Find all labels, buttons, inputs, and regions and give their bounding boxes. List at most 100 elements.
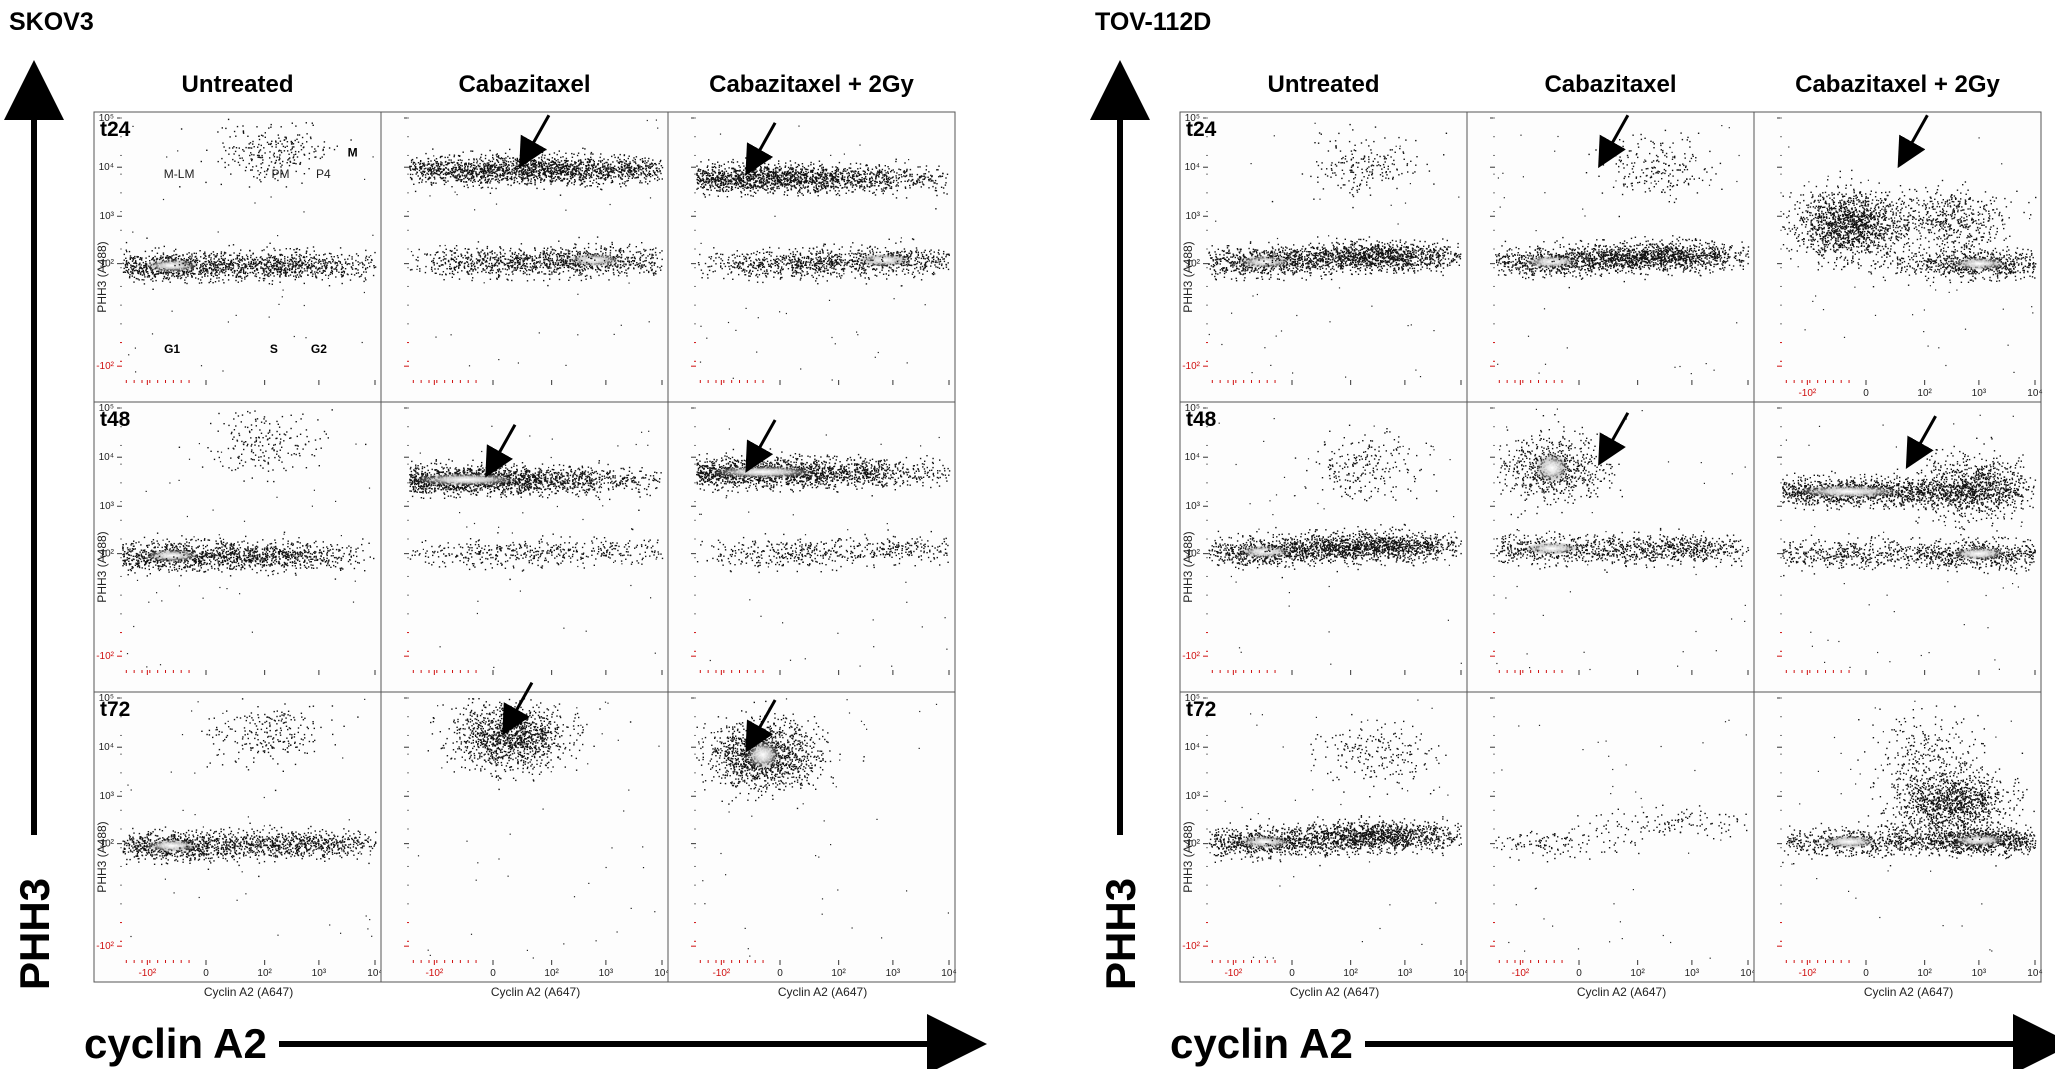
data-point xyxy=(167,278,170,281)
data-point xyxy=(427,173,429,175)
data-point xyxy=(467,168,469,171)
data-point xyxy=(623,164,625,167)
data-point xyxy=(139,266,141,268)
data-point xyxy=(632,176,634,178)
data-point xyxy=(651,265,653,267)
data-point xyxy=(322,262,325,264)
data-point xyxy=(214,261,216,264)
data-point xyxy=(484,165,487,167)
data-point xyxy=(273,173,275,176)
data-point xyxy=(278,156,281,158)
data-point xyxy=(472,269,474,271)
data-point xyxy=(558,167,560,169)
data-point xyxy=(298,255,300,258)
data-point xyxy=(645,259,647,262)
data-point xyxy=(223,269,225,271)
data-point xyxy=(132,271,134,273)
data-point xyxy=(637,167,640,170)
data-point xyxy=(563,170,566,173)
data-point xyxy=(243,263,245,265)
data-point xyxy=(562,261,565,263)
data-point xyxy=(449,268,451,270)
data-point xyxy=(506,278,508,280)
data-point xyxy=(511,252,513,254)
data-point xyxy=(285,186,288,188)
data-point xyxy=(258,143,260,146)
data-point xyxy=(259,179,261,181)
data-point xyxy=(418,169,421,172)
data-point xyxy=(629,161,631,163)
data-point xyxy=(364,259,367,262)
data-point xyxy=(135,277,138,280)
data-point xyxy=(245,166,247,168)
data-point xyxy=(227,274,230,277)
data-point xyxy=(459,260,461,263)
data-point xyxy=(247,263,250,265)
data-point xyxy=(571,172,574,174)
data-point xyxy=(490,170,492,172)
data-point xyxy=(270,271,272,273)
data-point xyxy=(575,269,577,271)
data-point xyxy=(476,175,478,178)
data-point xyxy=(442,271,445,273)
data-point xyxy=(277,261,280,264)
data-point xyxy=(260,163,262,165)
data-point xyxy=(484,178,487,181)
data-point xyxy=(212,263,215,265)
data-point xyxy=(293,154,295,156)
data-point xyxy=(361,261,363,264)
data-point xyxy=(472,172,474,175)
data-point xyxy=(293,275,295,277)
data-point xyxy=(470,180,472,182)
data-point xyxy=(556,257,559,259)
data-point xyxy=(241,259,243,261)
data-point xyxy=(223,253,226,255)
data-point xyxy=(258,280,260,282)
data-point xyxy=(617,161,620,164)
data-point xyxy=(242,125,244,127)
data-point xyxy=(359,262,361,264)
data-point xyxy=(603,162,606,165)
data-point xyxy=(312,246,315,248)
data-point xyxy=(643,264,645,266)
data-point xyxy=(175,257,177,259)
data-point xyxy=(209,264,212,266)
data-point xyxy=(621,166,623,168)
data-point xyxy=(509,173,512,175)
data-point xyxy=(210,274,213,276)
data-point xyxy=(362,263,364,266)
data-point xyxy=(652,248,655,250)
data-point xyxy=(328,261,330,263)
data-point xyxy=(896,184,898,186)
data-point xyxy=(302,271,304,273)
data-point xyxy=(534,264,536,266)
data-point xyxy=(290,140,292,143)
data-point xyxy=(511,256,514,259)
data-point xyxy=(463,178,465,180)
data-point xyxy=(261,257,263,260)
data-point xyxy=(498,168,500,170)
data-point xyxy=(268,254,270,256)
data-point xyxy=(186,282,188,285)
data-point xyxy=(133,276,136,278)
data-point xyxy=(459,175,461,177)
data-point xyxy=(622,173,624,175)
data-point xyxy=(574,243,576,245)
data-point xyxy=(458,267,460,269)
data-point xyxy=(203,253,205,255)
data-point xyxy=(222,254,224,257)
data-point xyxy=(645,170,648,172)
data-point xyxy=(131,260,134,262)
data-point xyxy=(202,269,205,271)
data-point xyxy=(589,180,591,182)
data-point xyxy=(586,168,588,170)
data-point xyxy=(289,268,291,270)
data-point xyxy=(341,282,343,285)
data-point xyxy=(638,165,640,168)
data-point xyxy=(142,271,145,273)
data-point xyxy=(574,179,576,181)
data-point xyxy=(152,257,154,260)
data-point xyxy=(220,257,223,260)
data-point xyxy=(628,267,630,269)
data-point xyxy=(273,267,276,270)
